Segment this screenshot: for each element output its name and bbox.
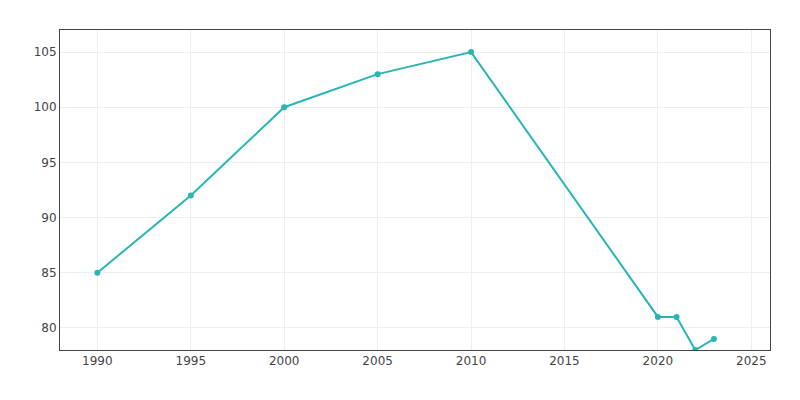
svg-text:90: 90 (41, 211, 56, 225)
svg-text:1990: 1990 (82, 354, 113, 368)
svg-text:2015: 2015 (549, 354, 580, 368)
svg-text:2025: 2025 (736, 354, 767, 368)
svg-text:100: 100 (34, 100, 57, 114)
svg-text:2000: 2000 (269, 354, 300, 368)
svg-text:2020: 2020 (643, 354, 674, 368)
svg-text:85: 85 (41, 266, 56, 280)
svg-text:2005: 2005 (362, 354, 393, 368)
svg-text:95: 95 (41, 156, 56, 170)
svg-text:80: 80 (41, 321, 56, 335)
svg-text:1995: 1995 (176, 354, 207, 368)
svg-text:105: 105 (34, 45, 57, 59)
svg-text:2010: 2010 (456, 354, 487, 368)
